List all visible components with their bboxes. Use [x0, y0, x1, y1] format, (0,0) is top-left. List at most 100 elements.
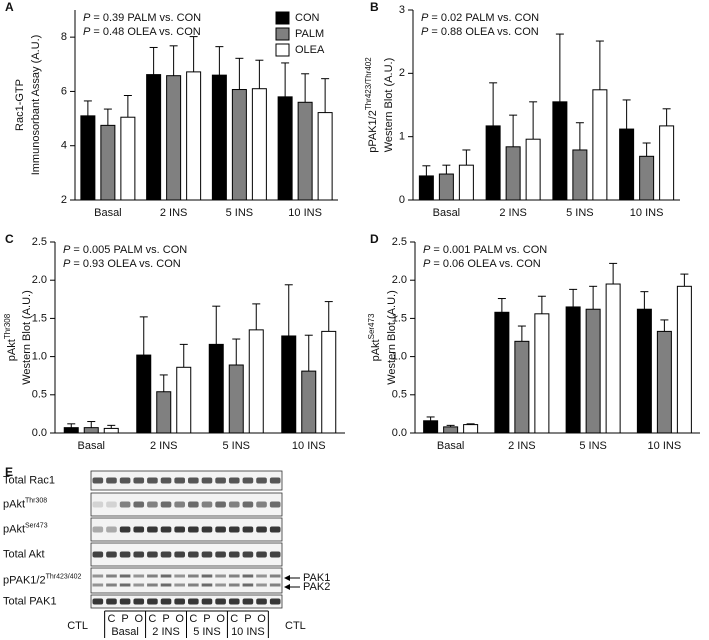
blot-band: [256, 477, 267, 484]
legend-swatch: [275, 11, 290, 25]
blot-band: [119, 501, 131, 508]
x-tick-label: 5 INS: [579, 440, 607, 452]
lane-label: C: [148, 613, 156, 625]
legend-label: PALM: [295, 28, 324, 40]
group-label: 2 INS: [152, 626, 180, 638]
blot-band: [215, 526, 226, 533]
blot-band: [269, 526, 281, 533]
y-axis-label: pPAK1/2Thr423/Thr402: [364, 57, 379, 153]
y-axis-label-text: Western Blot (A.U.): [386, 290, 398, 385]
annotation-rest: = 0.02 PALM vs. CON: [428, 12, 539, 24]
y-axis-label-text: Immunosorbant Assay (A.U.): [30, 35, 42, 176]
bar: [63, 427, 79, 434]
blot-band: [160, 526, 172, 533]
y-tick-label: 0: [399, 194, 405, 206]
blot-band: [215, 501, 226, 508]
x-tick-label: Basal: [437, 440, 465, 452]
blot-band: [133, 598, 145, 605]
blot-band: [174, 501, 185, 508]
blot-frame: [90, 594, 283, 609]
blot-row-label: Total PAK1: [3, 595, 57, 607]
annotation: P = 0.02 PALM vs. CON: [421, 12, 539, 24]
blot-row-label: pAktSer473: [3, 523, 48, 536]
y-axis-label-text: pAkt: [6, 339, 18, 361]
annotation-rest: = 0.39 PALM vs. CON: [90, 12, 201, 24]
blot-band: [119, 598, 131, 605]
y-tick-label: 4: [61, 140, 67, 152]
blot-row-label: pPAK1/2Thr423/402: [3, 574, 82, 587]
bar: [80, 115, 96, 201]
blot-band: [106, 526, 117, 533]
x-tick-label: 2 INS: [160, 207, 188, 219]
legend-label: OLEA: [295, 44, 325, 56]
annotation: P = 0.39 PALM vs. CON: [83, 12, 201, 24]
blot-band: [215, 551, 226, 558]
blot-row-label-text: Total PAK1: [3, 595, 57, 607]
blot-band: [133, 574, 145, 578]
x-tick-label: 5 INS: [222, 440, 250, 452]
annotation-italic: P: [423, 244, 431, 256]
bar: [494, 311, 510, 434]
y-tick-label: 2.0: [392, 274, 407, 286]
blot-band: [174, 583, 185, 587]
bar: [676, 285, 692, 434]
blot-band: [201, 501, 213, 508]
blot-band: [242, 526, 254, 533]
bar: [423, 420, 439, 434]
y-axis-label: pAktThr308: [3, 313, 18, 361]
bar: [103, 427, 119, 434]
lane-label: C: [230, 613, 238, 625]
bar: [83, 427, 99, 434]
arrow-label: PAK1: [303, 572, 330, 584]
bar: [186, 71, 202, 201]
annotation-rest: = 0.005 PALM vs. CON: [70, 244, 187, 256]
bar: [619, 128, 635, 201]
blot-band: [242, 598, 254, 605]
y-tick-label: 2.5: [392, 236, 407, 248]
bar: [485, 125, 501, 201]
bar: [438, 173, 454, 201]
y-axis-label-sup: Thr423/Thr402: [364, 57, 373, 110]
annotation: P = 0.93 OLEA vs. CON: [63, 258, 181, 270]
blot-band: [215, 477, 226, 484]
annotation-italic: P: [423, 258, 431, 270]
y-axis-label-text: Rac1-GTP: [14, 79, 26, 131]
blot-band: [133, 551, 145, 558]
blot-frame: [90, 567, 283, 594]
x-tick-label: Basal: [433, 207, 461, 219]
blot-band: [242, 551, 254, 558]
bar: [156, 391, 172, 434]
bar: [176, 366, 192, 434]
bar: [120, 116, 136, 201]
blot-row-label-text: pAkt: [3, 523, 25, 535]
lane-label: P: [121, 613, 128, 625]
bar: [458, 164, 474, 201]
blot-band: [147, 526, 158, 533]
blot-band: [256, 574, 267, 578]
control-label: CTL: [285, 620, 306, 632]
annotation-rest: = 0.48 OLEA vs. CON: [90, 26, 200, 38]
blot-row-label: pAktThr308: [3, 498, 47, 511]
y-tick-label: 0.5: [392, 389, 407, 401]
blot-band: [242, 574, 254, 578]
blot-band: [133, 501, 145, 508]
x-tick-label: Basal: [94, 207, 122, 219]
y-axis-label-sup: Thr308: [3, 313, 12, 339]
blot-band: [174, 574, 185, 578]
blot-row-label-sup: Thr423/402: [46, 574, 82, 581]
x-tick-label: 10 INS: [630, 207, 664, 219]
y-tick-label: 1.0: [32, 351, 47, 363]
y-axis-label-text: Western Blot (A.U.): [21, 290, 33, 385]
y-axis-label-text: pAkt: [370, 339, 382, 361]
lane-label: O: [257, 613, 266, 625]
y-tick-label: 2: [61, 194, 67, 206]
arrow-head: [284, 575, 290, 581]
lane-label: P: [244, 613, 251, 625]
bar: [514, 340, 530, 434]
blot-band: [160, 598, 172, 605]
y-axis-label: pAktSer473: [367, 313, 382, 361]
blot-band: [215, 583, 226, 587]
blot-band: [256, 526, 267, 533]
bar: [534, 313, 550, 434]
y-tick-label: 1.0: [392, 351, 407, 363]
